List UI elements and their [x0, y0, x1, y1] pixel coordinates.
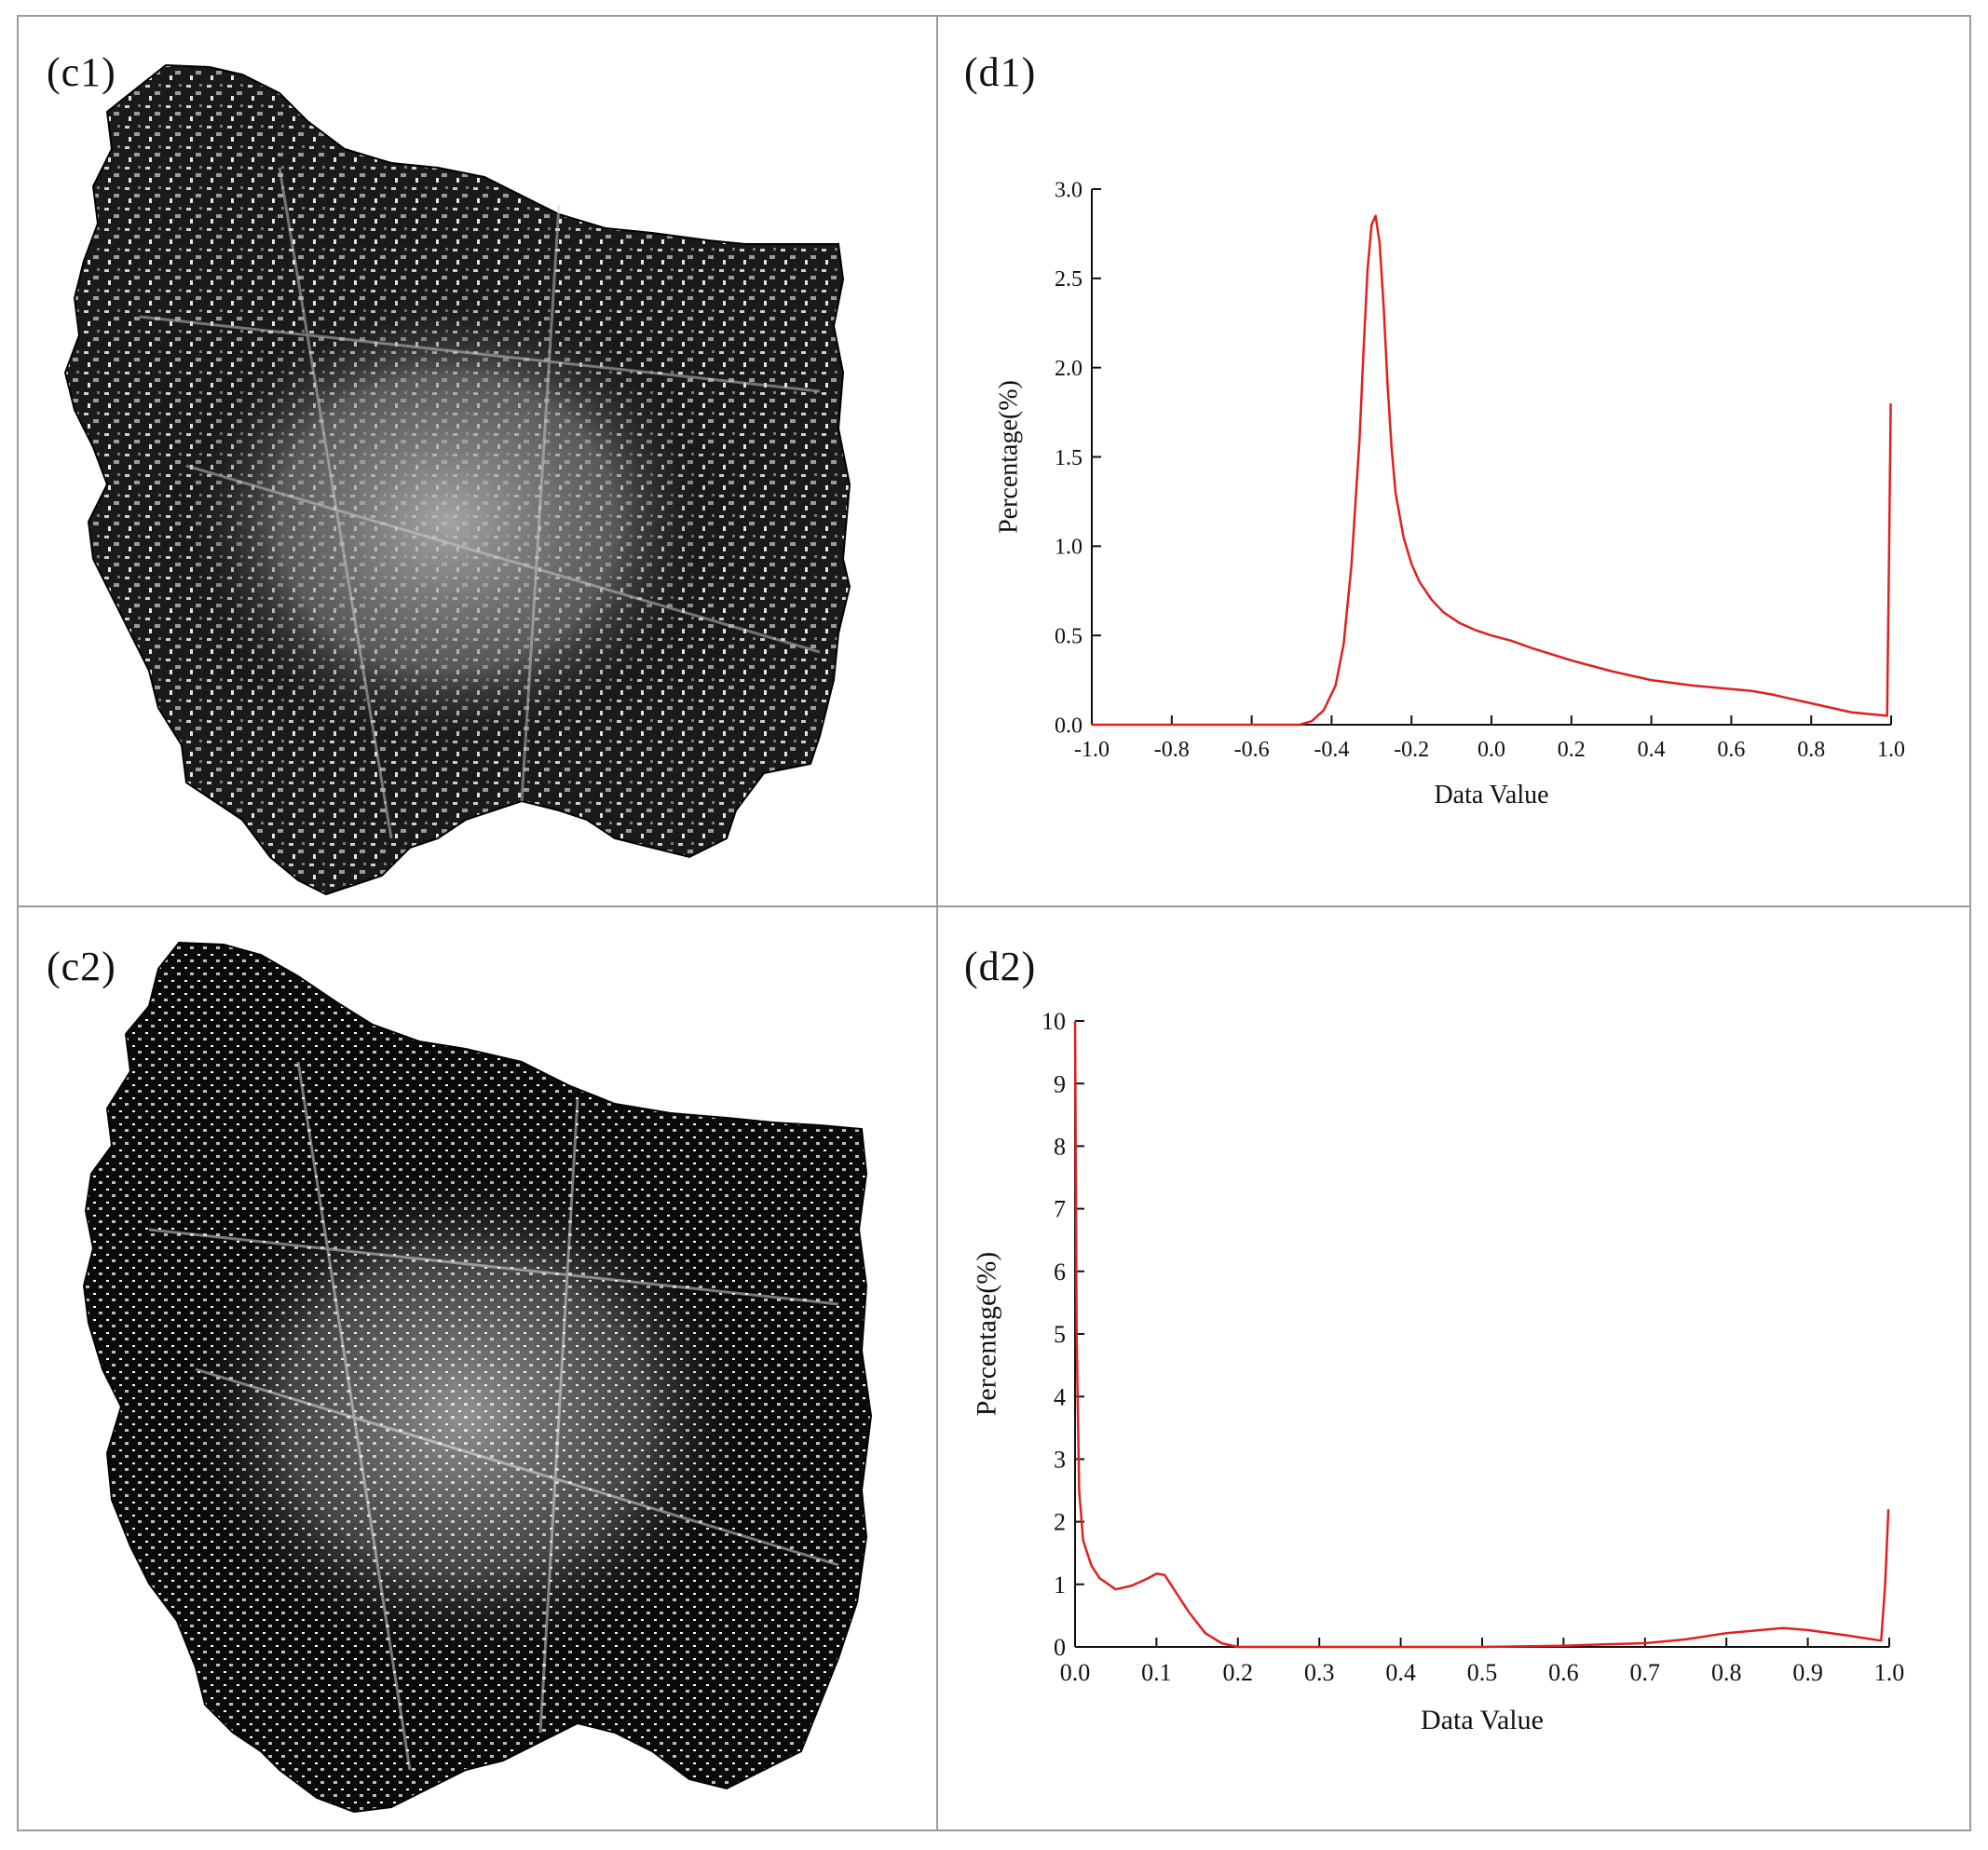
map-c1	[63, 63, 851, 896]
d2-x-tick-label: 0.7	[1630, 1659, 1661, 1686]
map-c2	[82, 941, 873, 1814]
d2-x-tick-label: 0.0	[1060, 1659, 1091, 1686]
d2-x-axis-label: Data Value	[1421, 1705, 1544, 1735]
d2-series-line-0	[1073, 1020, 1890, 1649]
d2-y-tick-label: 1	[1054, 1571, 1066, 1598]
d2-x-tick-label: 0.5	[1467, 1659, 1498, 1686]
d1-y-tick-label: 1.5	[1055, 446, 1083, 470]
panel-label-d2: (d2)	[964, 944, 1037, 989]
d2-y-axis-label: Percentage(%)	[971, 1252, 1001, 1417]
d1-x-tick-label: -0.8	[1154, 738, 1190, 762]
d2-x-tick-label: 0.9	[1792, 1659, 1823, 1686]
d2-x-tick-label: 0.6	[1548, 1659, 1579, 1686]
d2-x-tick-label: 0.1	[1141, 1659, 1172, 1686]
d2-y-tick-label: 3	[1054, 1447, 1066, 1474]
d2-y-tick-label: 9	[1054, 1070, 1066, 1097]
d1-series-line-0	[1092, 214, 1892, 727]
panel-label-d1: (d1)	[964, 49, 1037, 95]
d2-y-tick-label: 4	[1054, 1383, 1066, 1410]
d1-x-tick-label: 0.6	[1717, 738, 1745, 762]
d1-x-tick-label: -1.0	[1074, 738, 1110, 762]
d2-y-tick-label: 7	[1054, 1196, 1066, 1223]
figure-frame	[17, 15, 1971, 1831]
d1-x-tick-label: -0.6	[1234, 738, 1270, 762]
d2-y-tick-label: 6	[1054, 1258, 1066, 1285]
d1-y-tick-label: 3.0	[1055, 178, 1083, 202]
d1-y-tick-label: 0.0	[1055, 714, 1083, 738]
d1-y-axis-label: Percentage(%)	[995, 380, 1024, 534]
panel-divider-horizontal	[17, 905, 1971, 907]
d2-y-tick-label: 2	[1054, 1509, 1066, 1536]
d1-y-tick-label: 2.0	[1055, 357, 1083, 381]
d1-x-tick-label: 0.8	[1797, 738, 1825, 762]
panel-label-c1: (c1)	[47, 49, 116, 95]
d2-x-tick-label: 0.2	[1223, 1659, 1254, 1686]
d1-x-tick-label: 0.4	[1638, 738, 1666, 762]
d2-x-tick-label: 0.4	[1385, 1659, 1416, 1686]
panel-divider-vertical	[936, 15, 938, 1831]
d1-x-tick-label: 0.0	[1477, 738, 1505, 762]
d1-y-tick-label: 0.5	[1055, 625, 1083, 649]
d1-x-tick-label: -0.2	[1394, 738, 1429, 762]
panel-label-c2: (c2)	[47, 944, 116, 989]
d2-y-tick-label: 10	[1042, 1008, 1066, 1035]
d1-x-tick-label: -0.4	[1314, 738, 1349, 762]
d1-x-axis-label: Data Value	[1434, 781, 1548, 809]
d2-x-tick-label: 0.3	[1304, 1659, 1335, 1686]
d1-y-tick-label: 1.0	[1055, 536, 1083, 560]
d2-y-tick-label: 0	[1054, 1634, 1066, 1661]
d1-y-tick-label: 2.5	[1055, 267, 1083, 292]
d2-x-tick-label: 1.0	[1874, 1659, 1905, 1686]
d2-x-tick-label: 0.8	[1711, 1659, 1742, 1686]
d1-x-tick-label: 1.0	[1877, 738, 1905, 762]
d1-x-tick-label: 0.2	[1558, 738, 1586, 762]
d2-y-tick-label: 5	[1054, 1321, 1066, 1348]
d2-y-tick-label: 8	[1054, 1134, 1066, 1161]
